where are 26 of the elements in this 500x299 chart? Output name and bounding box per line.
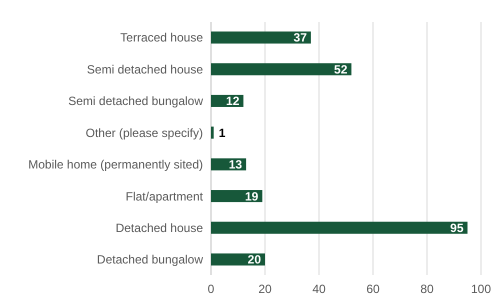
data-label: 37 [294, 30, 308, 45]
y-tick-label: Detached bungalow [96, 252, 204, 267]
x-tick-label: 60 [366, 282, 380, 296]
y-tick-label: Flat/apartment [126, 189, 204, 204]
data-label: 12 [226, 94, 240, 108]
data-label: 95 [450, 220, 464, 235]
y-tick-label: Semi detached bungalow [68, 94, 204, 108]
x-tick-label: 20 [258, 282, 272, 296]
x-tick-label: 40 [312, 282, 326, 296]
x-tick-label: 100 [470, 282, 492, 296]
y-tick-label: Mobile home (permanently sited) [28, 158, 203, 172]
data-label: 13 [228, 158, 242, 172]
x-tick-label: 80 [420, 282, 434, 296]
y-tick-label: Other (please specify) [86, 126, 203, 140]
bar [211, 32, 311, 44]
y-tick-label: Semi detached house [86, 62, 204, 76]
data-label: 20 [248, 252, 262, 267]
bar [211, 222, 468, 234]
data-label: 52 [334, 62, 348, 76]
x-tick-label: 0 [208, 282, 215, 296]
bar [211, 63, 352, 76]
y-tick-label: Terraced house [120, 30, 204, 45]
y-tick-label: Detached house [116, 220, 204, 235]
data-label: 19 [244, 189, 259, 204]
bar [211, 126, 214, 139]
data-label: 1 [218, 126, 226, 140]
